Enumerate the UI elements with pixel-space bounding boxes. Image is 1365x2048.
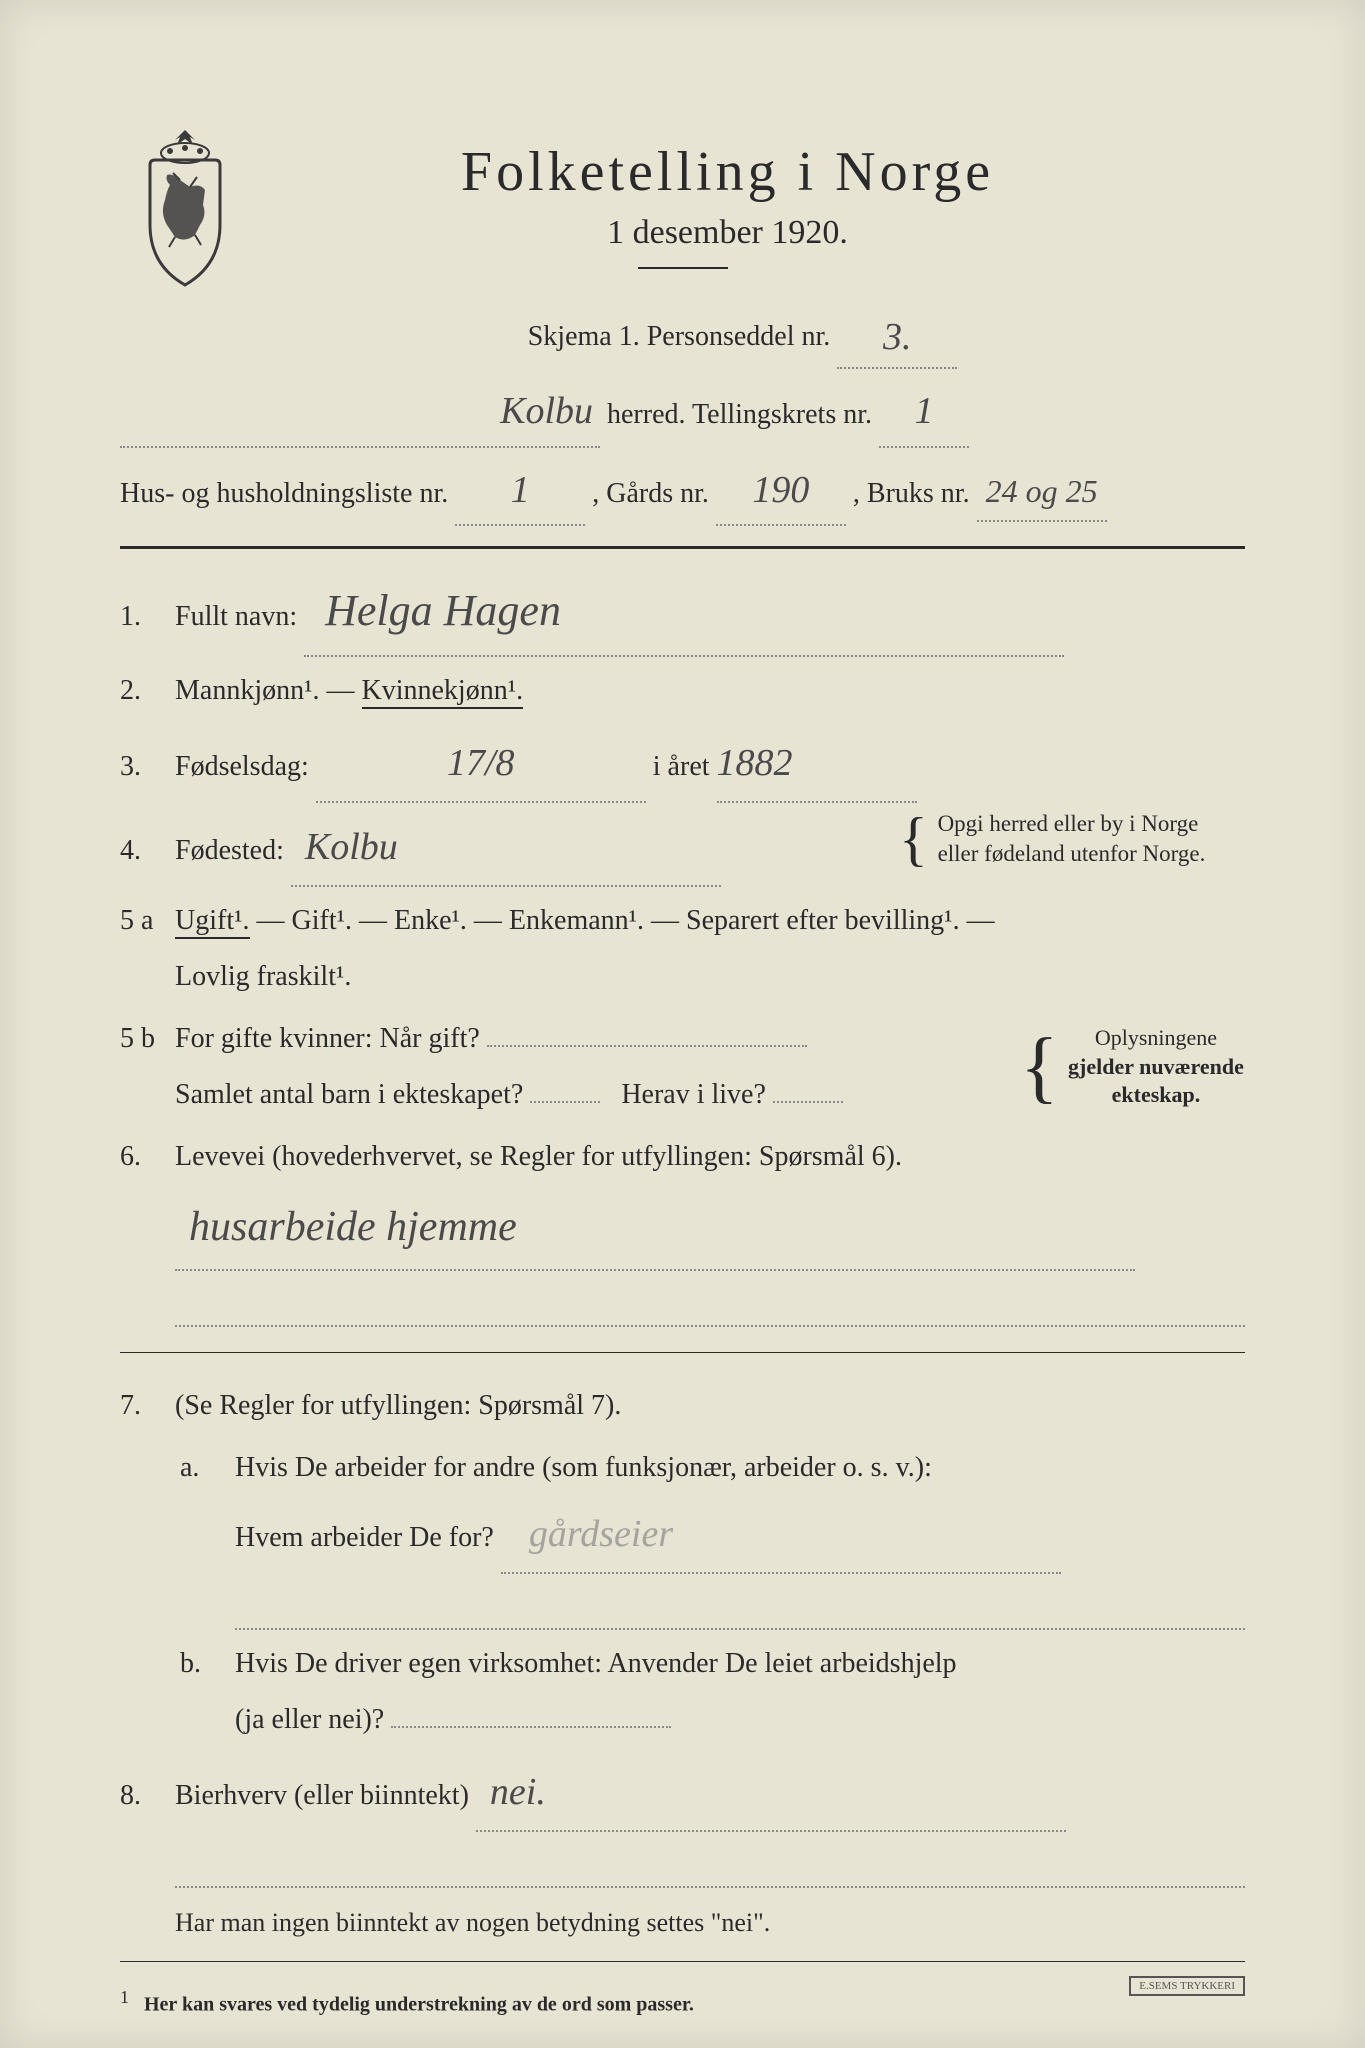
q5b-line2a: Samlet antal barn i ekteskapet? (175, 1079, 523, 1110)
meta-section: Skjema 1. Personseddel nr. 3. Kolbu herr… (120, 299, 1245, 526)
q5b-line1: For gifte kvinner: Når gift? (175, 1023, 480, 1054)
divider (120, 1961, 1245, 1962)
q3-label: Fødselsdag: (175, 751, 309, 782)
q3-day: 17/8 (447, 725, 515, 801)
q6-value: husarbeide hjemme (189, 1185, 517, 1269)
q7b-line2: (ja eller nei)? (235, 1704, 384, 1735)
q-num: a. (180, 1440, 235, 1496)
bruks-label: , Bruks nr. (853, 478, 970, 509)
q5b-note1: Oplysningene (1095, 1025, 1217, 1050)
q-num: 2. (120, 663, 175, 719)
q-num: b. (180, 1636, 235, 1692)
q4-value: Kolbu (305, 809, 398, 885)
header: Folketelling i Norge 1 desember 1920. (120, 140, 1245, 269)
q4: 4. Fødested: Kolbu { Opgi herred eller b… (120, 809, 1245, 887)
q5b: 5 b For gifte kvinner: Når gift? Samlet … (120, 1011, 1245, 1123)
husliste-nr: 1 (511, 456, 530, 524)
q7b-line1: Hvis De driver egen virksomhet: Anvender… (235, 1648, 957, 1679)
footnote: 1 Her kan svares ved tydelig understrekn… (120, 1987, 1245, 2017)
q-num: 4. (120, 823, 175, 879)
bruks-nr: 24 og 25 (986, 463, 1098, 521)
q8-value: nei. (490, 1754, 546, 1830)
q5a-selected: Ugift¹. (175, 905, 250, 939)
q5a-rest: — Gift¹. — Enke¹. — Enkemann¹. — Separer… (250, 905, 995, 936)
q-num: 5 a (120, 893, 175, 949)
q-num: 8. (120, 1768, 175, 1824)
q7a-line1: Hvis De arbeider for andre (som funksjon… (235, 1452, 932, 1483)
q7a-value: gårdseier (529, 1496, 673, 1572)
q2: 2. Mannkjønn¹. — Kvinnekjønn¹. (120, 663, 1245, 719)
q3-year: 1882 (717, 725, 793, 801)
husliste-line: Hus- og husholdningsliste nr. 1 , Gårds … (120, 456, 1245, 526)
q5b-note2: gjelder nuværende (1068, 1054, 1244, 1079)
q8: 8. Bierhverv (eller biinntekt) nei. (120, 1754, 1245, 1888)
q4-note: { Opgi herred eller by i Norge eller fød… (895, 809, 1245, 869)
q5b-note3: ekteskap. (1112, 1082, 1201, 1107)
q1: 1. Fullt navn: Helga Hagen (120, 567, 1245, 657)
q7b: b. Hvis De driver egen virksomhet: Anven… (120, 1636, 1245, 1748)
q6: 6. Levevei (hovederhvervet, se Regler fo… (120, 1129, 1245, 1327)
tellingskrets-nr: 1 (915, 377, 934, 445)
herred-label: herred. Tellingskrets nr. (607, 399, 872, 430)
printer-stamp: E.SEMS TRYKKERI (1129, 1976, 1245, 1996)
q7-label: (Se Regler for utfyllingen: Spørsmål 7). (175, 1390, 621, 1421)
q2-selected: Kvinnekjønn¹. (362, 675, 524, 709)
divider (120, 546, 1245, 549)
gards-nr: 190 (752, 456, 809, 524)
q8-label: Bierhverv (eller biinntekt) (175, 1780, 469, 1811)
q5a-line2: Lovlig fraskilt¹. (175, 961, 351, 992)
personseddel-nr: 3. (883, 303, 912, 371)
divider (638, 267, 728, 269)
coat-of-arms-icon (125, 125, 245, 290)
q-num: 1. (120, 589, 175, 645)
q4-note2: eller fødeland utenfor Norge. (938, 841, 1206, 866)
q7a-line2: Hvem arbeider De for? (235, 1522, 494, 1553)
gards-label: , Gårds nr. (592, 478, 709, 509)
q7: 7. (Se Regler for utfyllingen: Spørsmål … (120, 1378, 1245, 1434)
herred-value: Kolbu (500, 377, 593, 445)
husliste-label: Hus- og husholdningsliste nr. (120, 478, 448, 509)
census-form-page: Folketelling i Norge 1 desember 1920. Sk… (0, 0, 1365, 2048)
q5b-line2b: Herav i live? (621, 1079, 766, 1110)
q-num: 7. (120, 1378, 175, 1434)
q2-label: Mannkjønn¹. — (175, 675, 362, 706)
skjema-label: Skjema 1. Personseddel nr. (528, 321, 831, 352)
skjema-line: Skjema 1. Personseddel nr. 3. (120, 299, 1245, 369)
q1-value: Helga Hagen (325, 567, 561, 655)
footnote-num: 1 (120, 1987, 129, 2007)
q6-label: Levevei (hovederhvervet, se Regler for u… (175, 1141, 902, 1172)
q-num: 5 b (120, 1011, 175, 1067)
footnote-text: Her kan svares ved tydelig understreknin… (144, 1994, 694, 2016)
bottom-note: Har man ingen biinntekt av nogen betydni… (120, 1900, 1245, 1947)
q3: 3. Fødselsdag: 17/8 i året 1882 (120, 725, 1245, 803)
herred-line: Kolbu herred. Tellingskrets nr. 1 (120, 377, 1245, 447)
q-num: 6. (120, 1129, 175, 1185)
page-title: Folketelling i Norge (120, 140, 1245, 204)
q7a: a. Hvis De arbeider for andre (som funks… (120, 1440, 1245, 1630)
divider (120, 1352, 1245, 1353)
q4-note1: Opgi herred eller by i Norge (938, 811, 1199, 836)
q5a: 5 a Ugift¹. — Gift¹. — Enke¹. — Enkemann… (120, 893, 1245, 1005)
q3-year-label: i året (653, 751, 710, 782)
page-subtitle: 1 desember 1920. (120, 214, 1245, 252)
q5b-note: { Oplysningene gjelder nuværende ekteska… (1015, 1024, 1245, 1110)
q-num: 3. (120, 739, 175, 795)
q1-label: Fullt navn: (175, 601, 297, 632)
q4-label: Fødested: (175, 835, 284, 866)
